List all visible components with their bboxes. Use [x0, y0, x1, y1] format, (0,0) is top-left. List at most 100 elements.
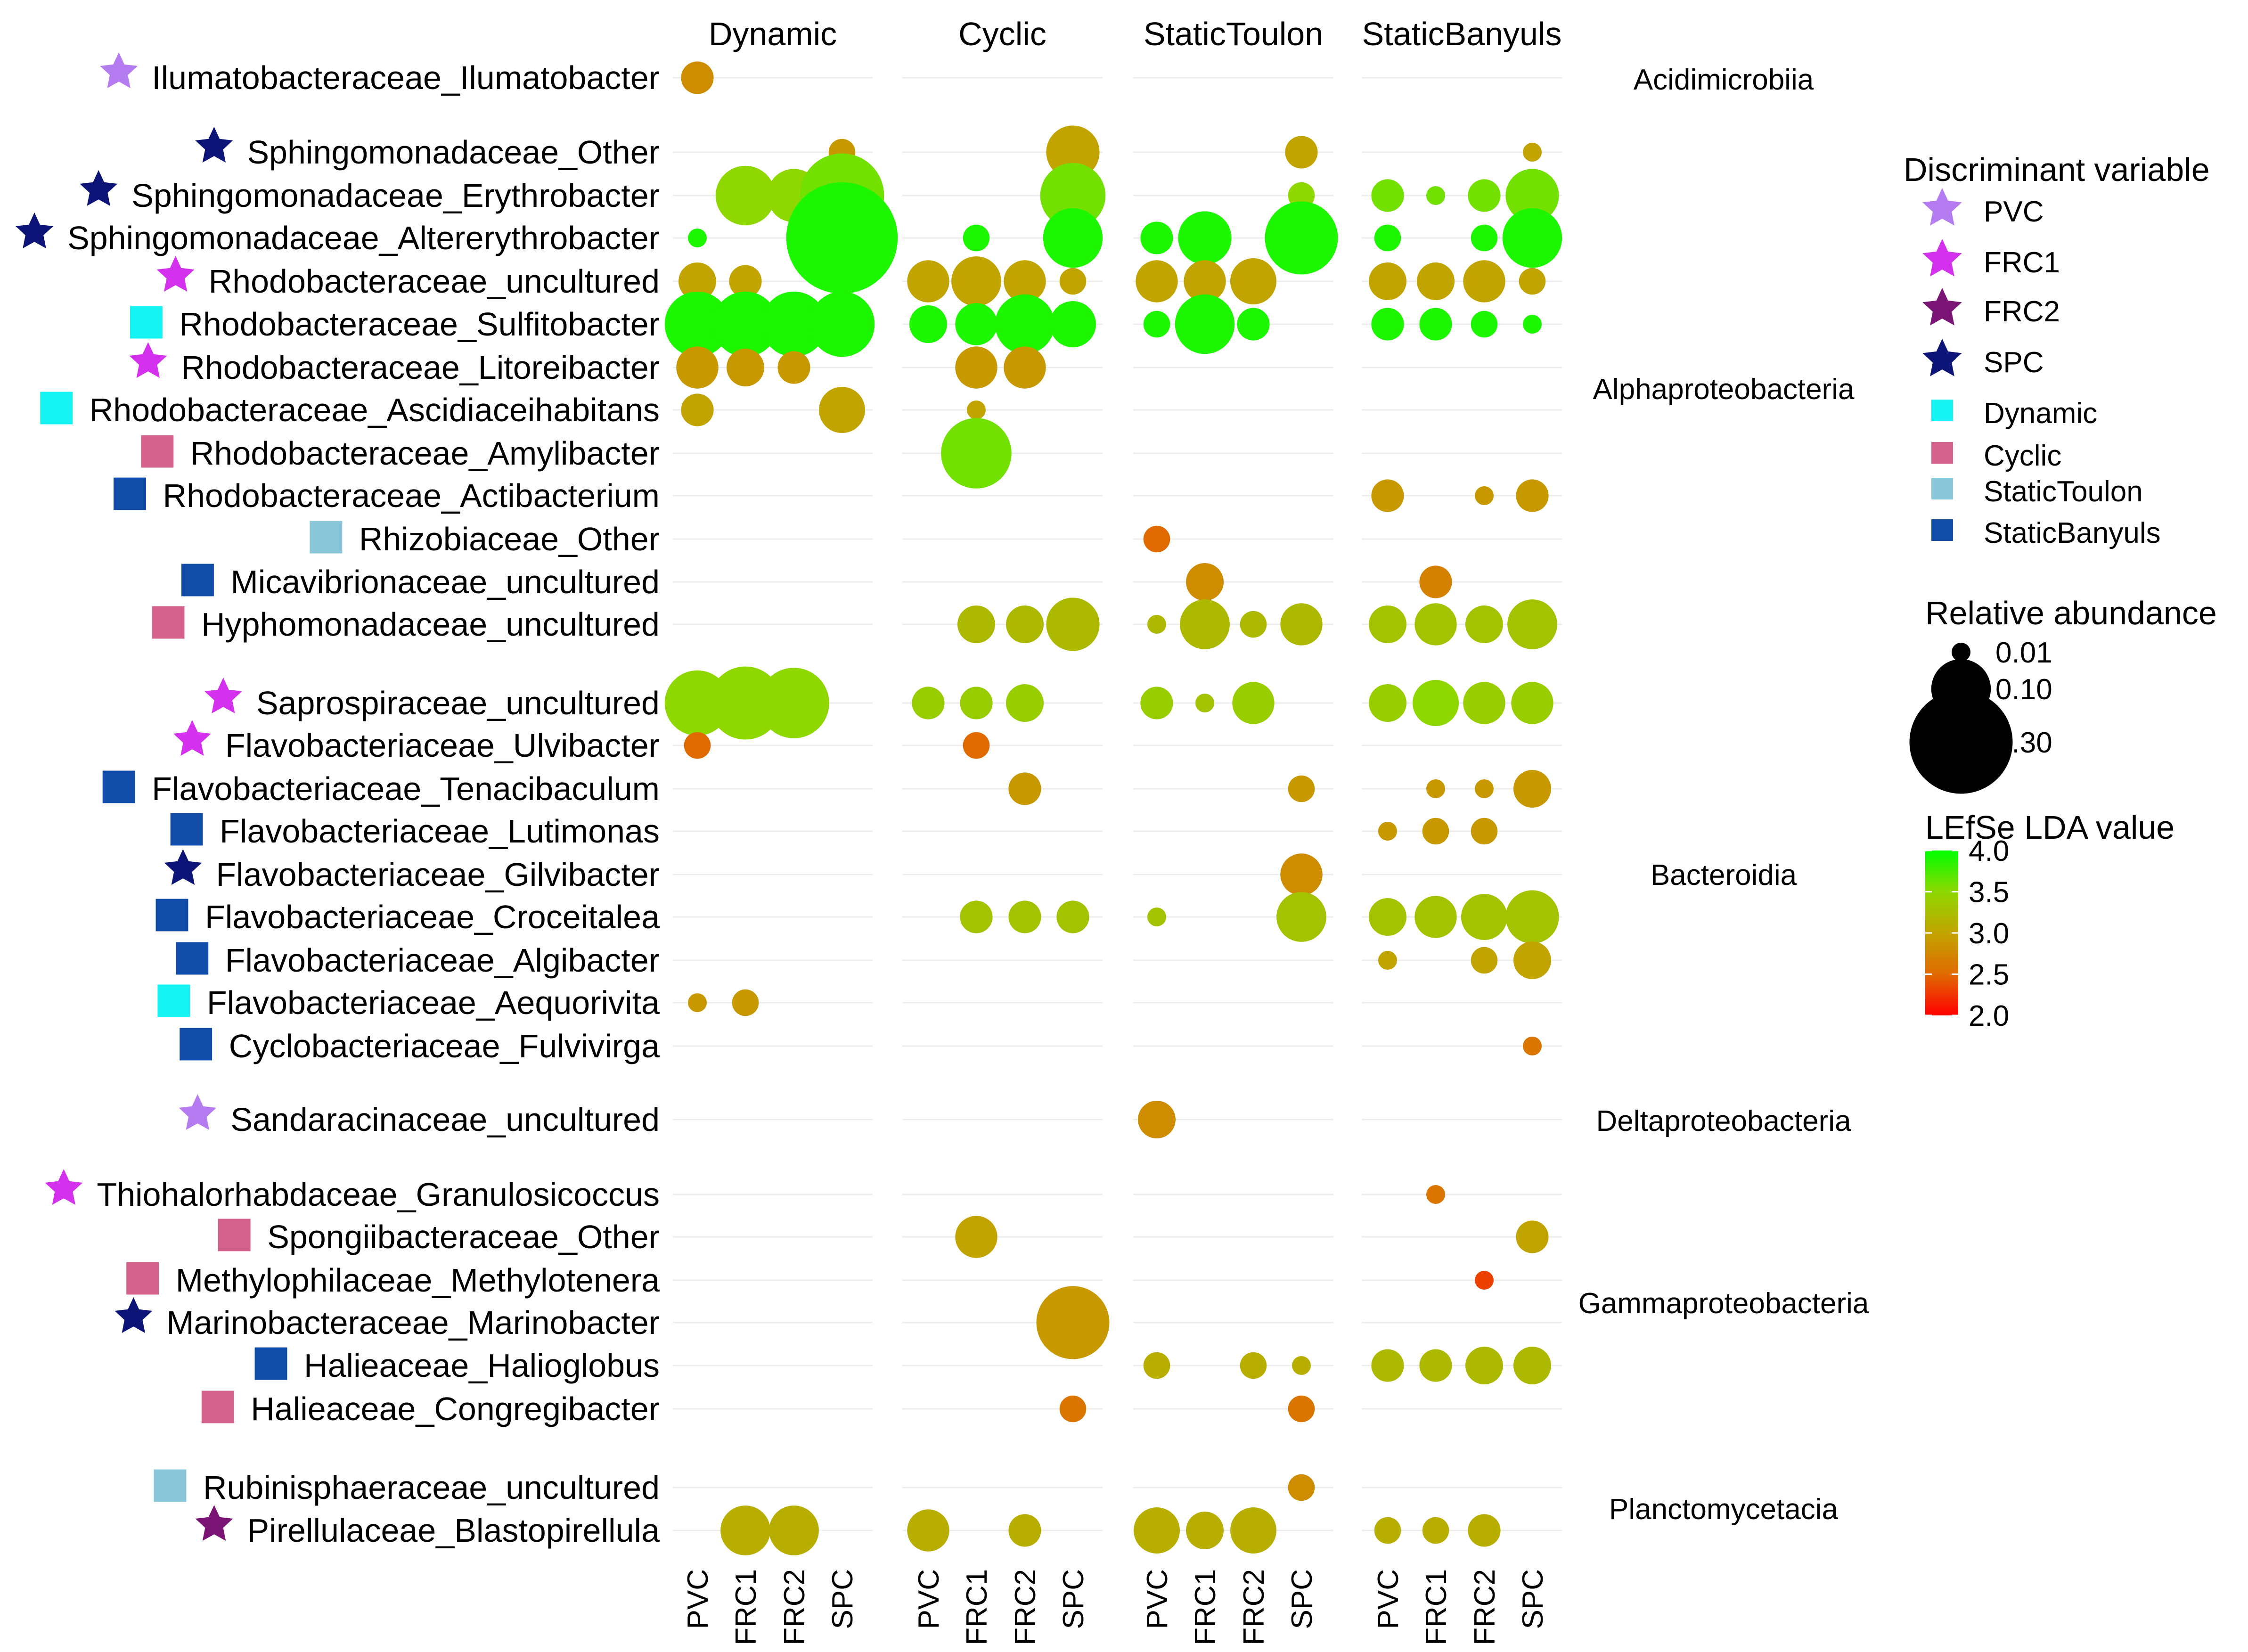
panel-title-cyclic: Cyclic — [958, 16, 1046, 52]
bubble-rhodobacteraceae-sulfitobacter-staticbanyuls-pvc — [1371, 308, 1404, 341]
bubble-flavobacteriaceae-tenacibaculum-statictoulon-spc — [1288, 775, 1315, 802]
legend-size-label-0-01: 0.01 — [1995, 637, 2052, 669]
legends: Discriminant variable PVC FRC1 FRC2 SPC Dynam… — [1904, 151, 2217, 1032]
bubble-ilumatobacteraceae-ilumatobacter-dynamic-pvc — [681, 61, 714, 94]
bubble-pirellulaceae-blastopirellula-staticbanyuls-frc2 — [1468, 1514, 1501, 1547]
star-marker-frc1 — [129, 342, 167, 378]
bubble-hyphomonadaceae-uncultured-staticbanyuls-frc2 — [1465, 605, 1503, 643]
bubble-flavobacteriaceae-tenacibaculum-staticbanyuls-frc2 — [1475, 779, 1494, 798]
bubble-flavobacteriaceae-aequorivita-dynamic-pvc — [688, 993, 707, 1012]
star-marker-pvc — [100, 52, 138, 88]
bubble-saprospiraceae-uncultured-staticbanyuls-frc1 — [1413, 680, 1459, 726]
bubble-flavobacteriaceae-croceitalea-cyclic-spc — [1056, 900, 1089, 933]
bubble-rhodobacteraceae-uncultured-staticbanyuls-spc — [1519, 268, 1546, 295]
bubble-sphingomonadaceae-erythrobacter-staticbanyuls-spc — [1505, 169, 1559, 222]
star-marker-frc1 — [45, 1169, 83, 1205]
legend-color-tick-2-5: 2.5 — [1969, 959, 2009, 991]
star-marker-frc2 — [195, 1505, 233, 1541]
bubble-halieaceae-halioglobus-statictoulon-pvc — [1143, 1352, 1170, 1379]
bubble-micavibrionaceae-uncultured-staticbanyuls-frc1 — [1419, 565, 1452, 598]
x-tick-dynamic-frc1: FRC1 — [730, 1569, 762, 1645]
row-label-sandaracinaceae-uncultured: Sandaracinaceae_uncultured — [230, 1101, 660, 1138]
bubble-rhodobacteraceae-sulfitobacter-cyclic-pvc — [909, 305, 947, 343]
legend-star-spc — [1922, 339, 1962, 376]
bubble-sphingomonadaceae-altererythrobacter-cyclic-frc1 — [963, 224, 990, 252]
legend-label-spc: SPC — [1984, 346, 2044, 379]
row-label-rhizobiaceae-other: Rhizobiaceae_Other — [359, 521, 660, 557]
x-tick-statictoulon-spc: SPC — [1286, 1569, 1318, 1629]
bubble-sphingomonadaceae-erythrobacter-dynamic-frc1 — [715, 165, 776, 226]
star-marker-spc — [80, 170, 118, 206]
legend-label-cyclic: Cyclic — [1984, 440, 2061, 472]
bubble-rhodobacteraceae-litoreibacter-cyclic-frc2 — [1004, 346, 1046, 389]
panel-title-staticbanyuls: StaticBanyuls — [1362, 16, 1561, 52]
bubble-saprospiraceae-uncultured-statictoulon-frc2 — [1232, 682, 1275, 724]
bubble-rhodobacteraceae-ascidiaceihabitans-cyclic-frc1 — [967, 401, 986, 419]
bubble-sphingomonadaceae-erythrobacter-staticbanyuls-frc2 — [1468, 179, 1501, 212]
row-label-spongiibacteraceae-other: Spongiibacteraceae_Other — [267, 1219, 660, 1255]
bubble-halieaceae-halioglobus-staticbanyuls-frc2 — [1465, 1347, 1503, 1384]
row-label-rhodobacteraceae-sulfitobacter: Rhodobacteraceae_Sulfitobacter — [179, 306, 660, 343]
bubble-flavobacteriaceae-tenacibaculum-cyclic-frc2 — [1008, 772, 1041, 805]
bubble-rhodobacteraceae-sulfitobacter-statictoulon-frc1 — [1175, 294, 1235, 354]
legend-star-frc2 — [1922, 288, 1962, 326]
bubble-hyphomonadaceae-uncultured-statictoulon-spc — [1280, 603, 1323, 646]
bubble-sphingomonadaceae-altererythrobacter-cyclic-spc — [1043, 208, 1103, 268]
bubble-thiohalorhabdaceae-granulosicoccus-staticbanyuls-frc1 — [1426, 1185, 1445, 1204]
bubble-halieaceae-halioglobus-staticbanyuls-frc1 — [1419, 1349, 1452, 1382]
legend-label-pvc: PVC — [1984, 196, 2044, 228]
bubble-rhodobacteraceae-sulfitobacter-dynamic-frc2 — [761, 291, 827, 357]
row-label-sphingomonadaceae-other: Sphingomonadaceae_Other — [247, 134, 660, 171]
bubble-pirellulaceae-blastopirellula-staticbanyuls-frc1 — [1422, 1517, 1449, 1544]
bubble-rhodobacteraceae-uncultured-dynamic-frc1 — [729, 265, 762, 298]
legend-label-dynamic: Dynamic — [1984, 397, 2097, 430]
row-label-rhodobacteraceae-uncultured: Rhodobacteraceae_uncultured — [209, 263, 660, 300]
bubble-sphingomonadaceae-altererythrobacter-statictoulon-pvc — [1140, 221, 1173, 254]
bubble-marinobacteraceae-marinobacter-cyclic-spc — [1036, 1286, 1110, 1359]
bubble-flavobacteriaceae-croceitalea-staticbanyuls-frc1 — [1414, 896, 1457, 938]
bubble-flavobacteriaceae-croceitalea-statictoulon-spc — [1276, 892, 1326, 942]
x-tick-statictoulon-frc1: FRC1 — [1189, 1569, 1222, 1645]
class-label-acidimicrobiia: Acidimicrobiia — [1634, 64, 1814, 96]
legend-color-tick-2-0: 2.0 — [1969, 1000, 2009, 1032]
legend-size-circle-0-30 — [1909, 690, 2013, 794]
star-marker-frc1 — [204, 678, 242, 713]
legend-size-label-0-30: 0.30 — [1995, 727, 2052, 759]
square-marker-staticbanyuls — [176, 942, 209, 975]
bubble-rhodobacteraceae-uncultured-cyclic-frc1 — [951, 256, 1001, 306]
bubble-pirellulaceae-blastopirellula-dynamic-frc2 — [769, 1505, 819, 1555]
bubble-saprospiraceae-uncultured-cyclic-frc1 — [960, 687, 993, 720]
legend-star-pvc — [1922, 188, 1962, 226]
bubble-sphingomonadaceae-erythrobacter-staticbanyuls-pvc — [1371, 179, 1404, 212]
bubble-methylophilaceae-methylotenera-staticbanyuls-frc2 — [1475, 1271, 1494, 1290]
row-label-micavibrionaceae-uncultured: Micavibrionaceae_uncultured — [230, 564, 660, 600]
legend-label-frc2: FRC2 — [1984, 295, 2060, 328]
class-label-gammaproteobacteria: Gammaproteobacteria — [1578, 1287, 1869, 1320]
bubble-rhodobacteraceae-amylibacter-cyclic-frc1 — [941, 418, 1012, 489]
bubble-rhodobacteraceae-sulfitobacter-cyclic-frc1 — [955, 303, 997, 345]
bubble-pirellulaceae-blastopirellula-statictoulon-frc2 — [1230, 1507, 1276, 1554]
bubble-flavobacteriaceae-croceitalea-staticbanyuls-spc — [1505, 890, 1559, 944]
row-label-rhodobacteraceae-amylibacter: Rhodobacteraceae_Amylibacter — [190, 435, 660, 472]
square-marker-staticbanyuls — [114, 477, 146, 510]
bubble-hyphomonadaceae-uncultured-statictoulon-pvc — [1147, 615, 1166, 634]
bubble-saprospiraceae-uncultured-staticbanyuls-frc2 — [1463, 682, 1505, 724]
bubble-sphingomonadaceae-erythrobacter-staticbanyuls-frc1 — [1426, 186, 1445, 205]
square-marker-staticbanyuls — [180, 1028, 213, 1061]
bubble-flavobacteriaceae-lutimonas-staticbanyuls-frc1 — [1422, 818, 1449, 845]
row-label-flavobacteriaceae-lutimonas: Flavobacteriaceae_Lutimonas — [220, 813, 660, 850]
x-tick-staticbanyuls-pvc: PVC — [1372, 1569, 1405, 1629]
bubble-halieaceae-congregibacter-statictoulon-spc — [1288, 1395, 1315, 1423]
bubble-flavobacteriaceae-ulvibacter-cyclic-frc1 — [963, 732, 990, 759]
row-label-halieaceae-congregibacter: Halieaceae_Congregibacter — [251, 1390, 660, 1427]
bubble-hyphomonadaceae-uncultured-cyclic-spc — [1046, 597, 1100, 651]
square-marker-cyclic — [201, 1390, 234, 1423]
x-tick-dynamic-spc: SPC — [826, 1569, 859, 1629]
bubble-rhodobacteraceae-litoreibacter-cyclic-frc1 — [955, 346, 997, 389]
legend-square-staticbanyuls — [1931, 519, 1953, 541]
legend-size-circle-0-01 — [1952, 643, 1970, 662]
bubble-micavibrionaceae-uncultured-statictoulon-frc1 — [1186, 563, 1224, 601]
bubble-cyclobacteriaceae-fulvivirga-staticbanyuls-spc — [1523, 1037, 1542, 1055]
bubble-rhodobacteraceae-sulfitobacter-staticbanyuls-frc1 — [1419, 308, 1452, 341]
